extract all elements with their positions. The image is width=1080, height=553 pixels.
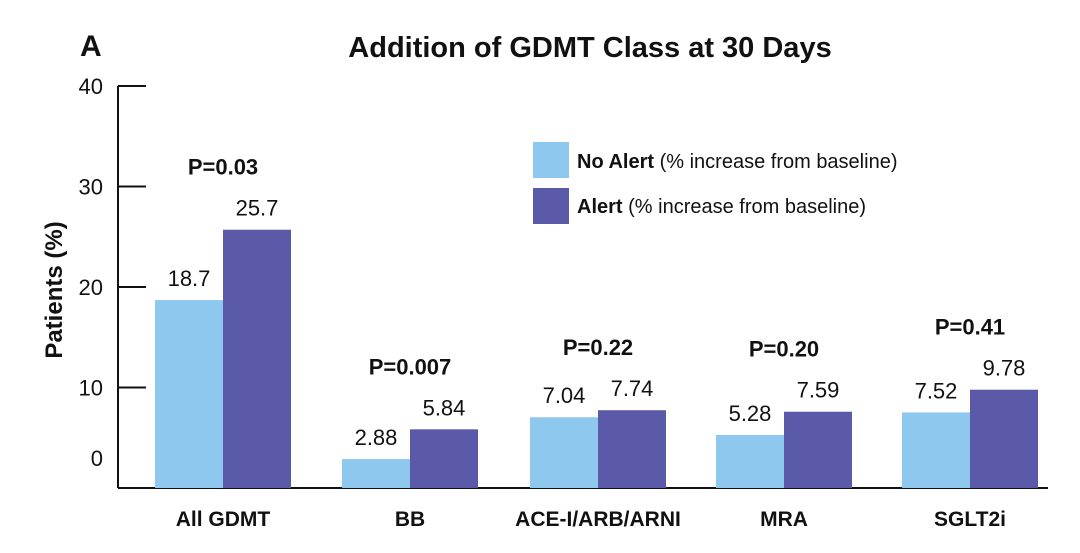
bar-bb-no-alert <box>342 459 410 488</box>
legend-name-alert: Alert <box>577 196 623 218</box>
panel-label: A <box>80 30 102 63</box>
bar-mra-no-alert <box>716 434 784 488</box>
data-label-ace-i-arb-arni-no-alert: 7.04 <box>543 383 586 408</box>
data-label-bb-no-alert: 2.88 <box>355 425 398 450</box>
legend-entry-alert: Alert (% increase from baseline) <box>577 196 866 218</box>
x-category-label-bb: BB <box>395 508 425 531</box>
p-value-bb: P=0.007 <box>369 354 452 379</box>
y-tick-label-20: 20 <box>79 275 103 300</box>
legend-entry-no-alert: No Alert (% increase from baseline) <box>577 151 897 173</box>
p-value-ace-i-arb-arni: P=0.22 <box>563 335 633 360</box>
bar-mra-alert <box>784 411 852 488</box>
legend: No Alert (% increase from baseline) Aler… <box>533 142 897 224</box>
data-label-bb-alert: 5.84 <box>423 395 466 420</box>
chart-title: Addition of GDMT Class at 30 Days <box>348 32 831 64</box>
data-label-mra-alert: 7.59 <box>797 378 840 403</box>
bar-sglt2i-no-alert <box>902 412 970 488</box>
data-label-mra-no-alert: 5.28 <box>729 401 772 426</box>
data-label-sglt2i-no-alert: 7.52 <box>915 378 958 403</box>
legend-swatch-alert <box>533 188 569 224</box>
legend-suffix-alert: (% increase from baseline) <box>623 196 866 218</box>
y-tick-label-30: 30 <box>79 175 103 200</box>
y-axis-label: Patients (%) <box>41 221 68 358</box>
bar-all-gdmt-alert <box>223 229 291 488</box>
bar-bb-alert <box>410 429 478 488</box>
y-tick-label-0: 0 <box>91 446 103 471</box>
x-category-label-sglt2i: SGLT2i <box>934 508 1006 531</box>
y-tick-label-40: 40 <box>79 74 103 99</box>
legend-name-no-alert: No Alert <box>577 151 654 173</box>
x-category-label-ace-i-arb-arni: ACE-I/ARB/ARNI <box>515 508 681 531</box>
legend-suffix-no-alert: (% increase from baseline) <box>654 151 897 173</box>
x-category-label-mra: MRA <box>760 508 808 531</box>
bar-ace-i-arb-arni-alert <box>598 410 666 488</box>
p-value-mra: P=0.20 <box>749 337 819 362</box>
bar-sglt2i-alert <box>970 389 1038 488</box>
data-label-ace-i-arb-arni-alert: 7.74 <box>611 376 654 401</box>
p-value-sglt2i: P=0.41 <box>935 315 1005 340</box>
data-label-all-gdmt-alert: 25.7 <box>236 196 279 221</box>
x-category-label-all-gdmt: All GDMT <box>176 508 271 531</box>
bar-all-gdmt-no-alert <box>155 300 223 488</box>
bar-ace-i-arb-arni-no-alert <box>530 417 598 488</box>
y-tick-label-10: 10 <box>79 376 103 401</box>
data-label-sglt2i-alert: 9.78 <box>983 356 1026 381</box>
legend-swatch-no-alert <box>533 142 569 178</box>
p-value-all-gdmt: P=0.03 <box>188 155 258 180</box>
data-label-all-gdmt-no-alert: 18.7 <box>168 266 211 291</box>
